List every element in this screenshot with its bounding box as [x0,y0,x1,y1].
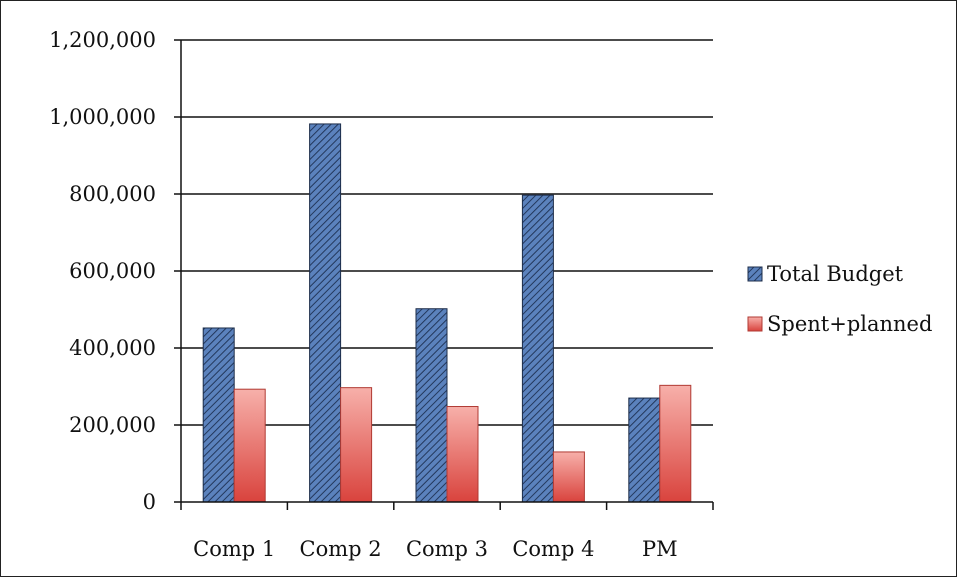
bar-total-budget [521,194,554,503]
legend-label: Total Budget [767,262,904,286]
bars [202,123,692,503]
bar-spent-planned [659,384,692,503]
bar-total-budget [628,397,661,503]
bar-total-budget [415,308,448,503]
y-tick-label: 0 [143,490,156,514]
y-tick-label: 800,000 [69,182,156,206]
bar-spent-planned [340,387,373,503]
axes [180,40,713,503]
y-tick-label: 1,200,000 [49,28,156,52]
bar-total-budget [202,327,235,503]
legend-swatch [747,316,763,332]
bar-spent-planned [233,388,266,503]
y-tick-label: 200,000 [69,413,156,437]
y-tick-label: 400,000 [69,336,156,360]
x-category-label: Comp 4 [512,537,594,561]
legend: Total Budget Spent+planned [747,262,932,336]
x-axis-ticks: Comp 1 Comp 2 Comp 3 Comp 4 PM [180,502,714,561]
x-category-label: PM [642,537,678,561]
bar-total-budget [309,123,342,503]
y-tick-label: 600,000 [69,259,156,283]
legend-label: Spent+planned [767,312,932,336]
x-category-label: Comp 2 [300,537,382,561]
bar-spent-planned [552,451,585,503]
y-tick-label: 1,000,000 [49,105,156,129]
y-axis-ticks: 0 200,000 400,000 600,000 800,000 1,000,000 1,… [49,28,181,514]
x-category-label: Comp 1 [193,537,275,561]
x-category-label: Comp 3 [406,537,488,561]
gridlines [181,39,713,426]
bar-spent-planned [446,406,479,503]
legend-swatch [747,266,763,282]
